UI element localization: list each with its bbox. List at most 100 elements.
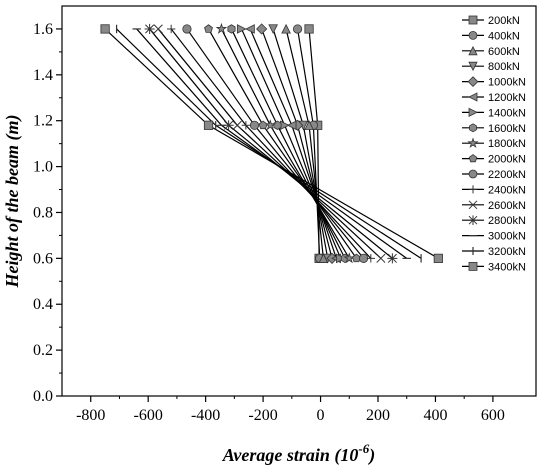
x-axis-label-close: ) [367, 445, 375, 466]
series-1-point-1 [304, 24, 314, 34]
x-tick-label: 200 [366, 407, 390, 424]
series-7-point-1 [236, 24, 247, 34]
x-tick-label: -600 [134, 407, 163, 424]
legend-item-1: 200kN [462, 15, 520, 27]
series-11-point-1 [182, 24, 192, 34]
series-17-point-1 [100, 24, 110, 34]
y-tick-label: 0.8 [33, 204, 53, 221]
legend-marker [469, 123, 477, 133]
legend-label: 3400kN [488, 261, 526, 273]
series-10-point-2 [258, 120, 268, 130]
legend-label: 1200kN [488, 92, 526, 104]
legend-item-5: 1000kN [462, 76, 526, 89]
series-3-point-2 [304, 120, 314, 130]
y-axis-label: Height of the beam (m) [2, 115, 23, 289]
series-13-point-3 [376, 253, 386, 263]
series-markers [100, 22, 443, 264]
x-axis-label-exponent: -6 [358, 441, 369, 456]
x-axis-label: Average strain (10-6) [222, 441, 376, 466]
legend-item-15: 3000kN [462, 231, 526, 243]
series-5-point-1 [256, 23, 268, 35]
legend-label: 2600kN [488, 200, 526, 212]
x-axis-ticks: -800 -600 -400 -200 0 200 400 600 [76, 396, 505, 424]
legend-item-9: 1800kN [462, 137, 526, 150]
series-line-10 [207, 28, 357, 259]
legend-item-7: 1400kN [462, 107, 526, 119]
legend-marker [468, 45, 478, 56]
legend-label: 800kN [488, 61, 520, 73]
series-6-point-1 [245, 24, 255, 34]
series-14-point-3 [387, 253, 398, 264]
legend-marker [468, 200, 478, 210]
legend-item-3: 600kN [462, 46, 520, 58]
plot-frame [61, 5, 537, 397]
legend-item-2: 400kN [462, 30, 520, 42]
legend-marker [468, 107, 478, 118]
series-17-point-3 [433, 253, 443, 263]
legend-label: 1400kN [488, 107, 526, 119]
legend-item-8: 1600kN [462, 123, 526, 135]
series-line-2 [296, 28, 321, 259]
series-7-point-3 [336, 253, 346, 264]
series-line-17 [104, 28, 439, 259]
y-tick-label: 1.0 [33, 159, 53, 176]
legend-item-4: 800kN [462, 61, 520, 73]
legend-item-14: 2800kN [462, 215, 526, 227]
legend-item-12: 2400kN [462, 184, 526, 196]
legend-label: 2400kN [488, 184, 526, 196]
legend-label: 2000kN [488, 154, 526, 166]
series-9-point-1 [215, 22, 228, 34]
series-17-point-2 [203, 120, 214, 130]
legend-label: 1800kN [488, 138, 526, 150]
series-4-point-1 [268, 24, 278, 35]
series-8-point-2 [273, 120, 282, 130]
y-axis-ticks: 0.0 0.2 0.4 0.6 0.8 1.0 1.2 1.4 1.6 [33, 21, 62, 405]
legend-label: 2200kN [488, 169, 526, 181]
y-tick-label: 0.2 [33, 342, 53, 359]
legend-item-11: 2200kN [462, 169, 526, 181]
legend: 200kN 400kN 600kN 800kN 1000kN 1200kN 1400kN 16… [462, 15, 526, 273]
series-8-point-1 [227, 24, 236, 34]
y-tick-label: 0.4 [33, 296, 53, 313]
y-tick-label: 0.0 [33, 388, 53, 405]
legend-label: 1000kN [488, 77, 526, 89]
legend-item-16: 3200kN [462, 246, 526, 258]
legend-item-17: 3400kN [462, 261, 526, 273]
legend-marker [468, 215, 478, 225]
x-tick-label: -400 [191, 407, 220, 424]
legend-label: 2800kN [488, 215, 526, 227]
series-12-point-3 [366, 254, 376, 263]
legend-marker [468, 92, 478, 102]
legend-label: 3000kN [488, 231, 526, 243]
series-12-point-1 [166, 24, 176, 34]
legend-item-10: 2000kN [462, 154, 526, 166]
y-tick-label: 0.6 [33, 250, 53, 267]
x-tick-label: -800 [76, 407, 105, 424]
y-tick-label: 1.2 [33, 113, 53, 130]
legend-item-13: 2600kN [462, 200, 526, 212]
legend-label: 3200kN [488, 246, 526, 258]
legend-label: 400kN [488, 30, 520, 42]
legend-marker [467, 137, 479, 148]
legend-marker [468, 169, 478, 179]
series-2-point-1 [292, 24, 303, 34]
series-7-point-2 [280, 120, 290, 131]
series-lines [104, 28, 439, 259]
legend-label: 200kN [488, 15, 520, 27]
x-tick-label: 0 [317, 407, 325, 424]
series-13-point-2 [232, 120, 242, 130]
series-11-point-2 [249, 120, 260, 130]
x-tick-label: -200 [248, 407, 277, 424]
legend-label: 1600kN [488, 123, 526, 135]
legend-marker [467, 76, 479, 87]
legend-marker [468, 31, 478, 40]
series-11-point-3 [359, 253, 369, 263]
x-axis-label-main: Average strain (10 [222, 445, 359, 466]
series-3-point-1 [281, 23, 291, 34]
series-12-point-2 [241, 121, 251, 130]
series-6-point-2 [286, 120, 297, 131]
legend-marker [469, 185, 477, 194]
legend-marker [468, 261, 478, 271]
series-line-12 [170, 28, 372, 259]
